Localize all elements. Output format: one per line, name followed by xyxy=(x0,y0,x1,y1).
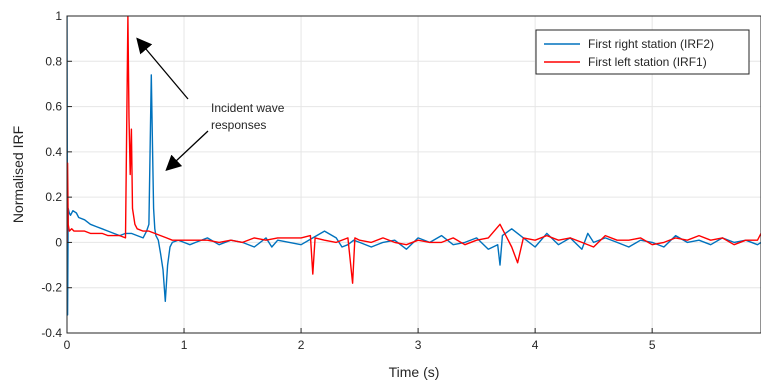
axis-ticks: 0 1 2 3 4 5 -0.4 -0.2 0 0.2 0.4 0.6 0.8 1 xyxy=(41,9,656,352)
plot-frame xyxy=(66,15,761,334)
legend: First right station (IRF2) First left sta… xyxy=(535,29,750,75)
annotation-text-line: responses xyxy=(211,118,266,132)
x-tick-label: 0 xyxy=(64,338,71,352)
x-tick-label: 3 xyxy=(415,338,422,352)
series-irf1-line xyxy=(67,16,761,284)
x-axis-label: Time (s) xyxy=(389,364,440,380)
y-tick-label: 0.2 xyxy=(45,190,62,204)
y-tick-label: 1 xyxy=(55,9,62,23)
annotation-text: Incident wave responses xyxy=(211,101,285,132)
y-tick-label: 0.6 xyxy=(45,100,62,114)
x-tick-label: 4 xyxy=(532,338,539,352)
y-tick-label: -0.4 xyxy=(41,326,62,340)
series-irf2-line xyxy=(67,16,761,316)
annotation: Incident wave responses xyxy=(136,37,285,172)
y-tick-label: 0.8 xyxy=(45,54,62,68)
x-tick-label: 5 xyxy=(649,338,656,352)
series-layer xyxy=(67,16,761,316)
y-tick-label: 0 xyxy=(55,235,62,249)
y-tick-label: -0.2 xyxy=(41,281,62,295)
y-axis-label: Normalised IRF xyxy=(10,126,26,223)
legend-label: First right station (IRF2) xyxy=(588,37,714,51)
y-tick-label: 0.4 xyxy=(45,145,62,159)
legend-box xyxy=(535,29,750,75)
annotation-arrow xyxy=(136,37,189,100)
x-tick-label: 1 xyxy=(181,338,188,352)
x-tick-label: 2 xyxy=(298,338,305,352)
annotation-text-line: Incident wave xyxy=(211,101,285,115)
annotation-arrow xyxy=(165,130,209,172)
legend-label: First left station (IRF1) xyxy=(588,55,707,69)
